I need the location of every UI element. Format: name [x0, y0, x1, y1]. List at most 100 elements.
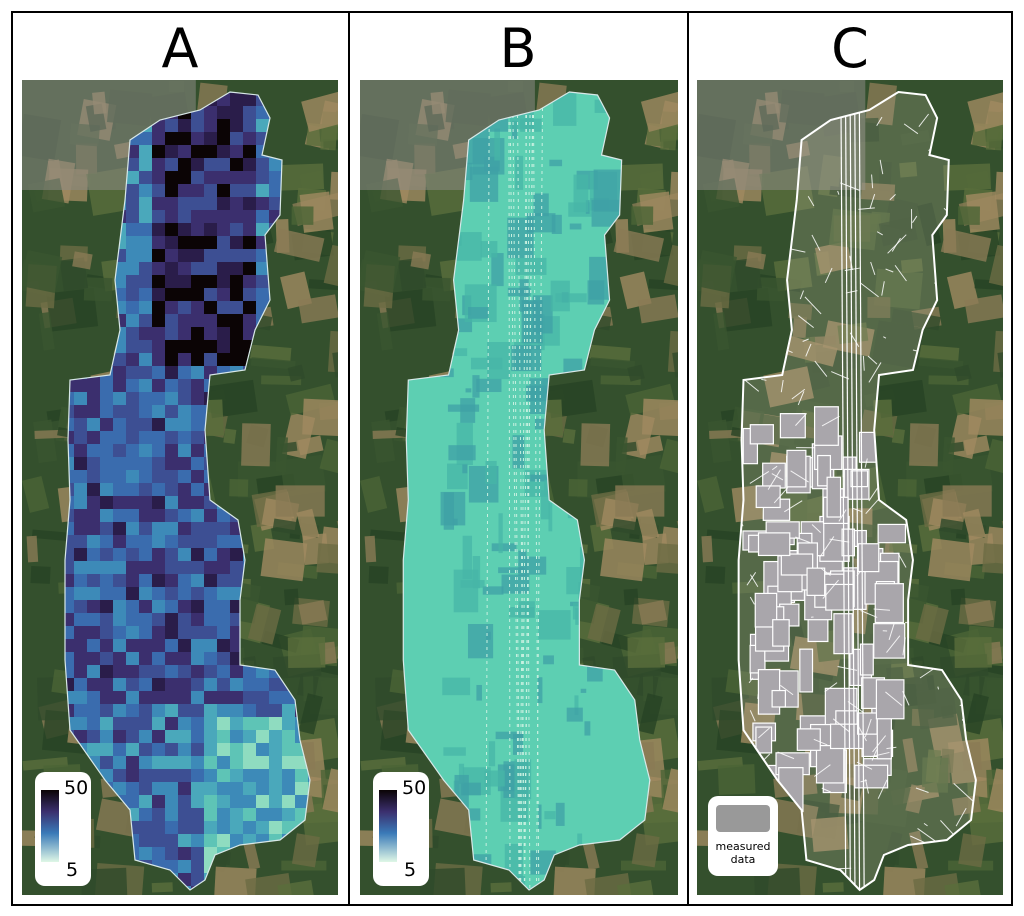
- field: [964, 294, 1003, 324]
- grid-cell: [126, 795, 139, 808]
- grid-cell: [178, 223, 191, 236]
- grid-cell: [178, 743, 191, 756]
- grid-cell: [74, 691, 87, 704]
- measured-parcel: [875, 679, 905, 720]
- field: [298, 693, 323, 735]
- grid-cell: [152, 470, 165, 483]
- field: [590, 357, 636, 370]
- grid-cell: [178, 600, 191, 613]
- field: [822, 882, 844, 893]
- grid-cell: [65, 444, 74, 457]
- parcel-edge: [862, 355, 865, 371]
- road: [525, 92, 531, 890]
- grid-cell: [191, 626, 204, 639]
- grid-cell: [191, 782, 204, 795]
- grid-cell: [165, 340, 178, 353]
- field: [942, 485, 992, 517]
- grid-cell: [152, 509, 165, 522]
- grid-cell: [74, 574, 87, 587]
- grid-cell: [126, 470, 139, 483]
- grid-cell: [126, 236, 139, 249]
- grid-cell: [178, 210, 191, 223]
- grid-cell: [256, 262, 269, 275]
- grid-cell: [126, 743, 139, 756]
- grid-cell: [243, 184, 256, 197]
- grid-cell: [178, 626, 191, 639]
- grid-cell: [100, 509, 113, 522]
- grid-cell: [178, 340, 191, 353]
- grid-cell: [282, 795, 295, 808]
- grid-cell: [152, 730, 165, 743]
- grid-cell: [139, 561, 152, 574]
- grid-cell: [126, 223, 139, 236]
- patch: [467, 624, 494, 659]
- grid-cell: [191, 288, 204, 301]
- grid-cell: [230, 795, 243, 808]
- patch: [553, 92, 577, 126]
- grid-cell: [204, 704, 217, 717]
- grid-cell: [178, 574, 191, 587]
- grid-cell: [269, 808, 282, 821]
- grid-cell: [269, 717, 282, 730]
- measured-parcel: [813, 406, 839, 446]
- grid-cell: [204, 288, 217, 301]
- grid-cell: [100, 548, 113, 561]
- patch: [443, 492, 455, 530]
- field: [927, 538, 975, 582]
- patch: [515, 155, 524, 190]
- grid-cell: [74, 418, 87, 431]
- field: [897, 479, 917, 497]
- parcel-edge: [864, 718, 872, 738]
- grid-cell: [191, 353, 204, 366]
- grid-cell: [217, 132, 230, 145]
- grid-cell: [230, 548, 243, 561]
- grid-cell: [74, 652, 87, 665]
- grid-cell: [191, 795, 204, 808]
- grid-cell: [126, 600, 139, 613]
- grid-cell: [139, 210, 152, 223]
- grid-cell: [165, 600, 178, 613]
- patch: [452, 518, 458, 526]
- parcel-edge: [1002, 620, 1017, 639]
- grid-cell: [100, 496, 113, 509]
- field: [732, 580, 773, 594]
- grid-cell: [113, 522, 126, 535]
- field: [701, 535, 714, 563]
- field: [26, 535, 39, 563]
- grid-cell: [178, 418, 191, 431]
- grid-cell: [191, 366, 204, 379]
- parcel-edge: [876, 231, 883, 236]
- grid-cell: [256, 171, 269, 184]
- grid-cell: [217, 665, 230, 678]
- grid-cell: [230, 678, 243, 691]
- grid-cell: [243, 743, 256, 756]
- grid-cell: [191, 392, 204, 405]
- grid-cell: [217, 171, 230, 184]
- grid-cell: [178, 847, 191, 860]
- grid-cell: [191, 769, 204, 782]
- grid-cell: [87, 392, 100, 405]
- patch: [550, 280, 570, 312]
- patch: [482, 586, 504, 595]
- field: [899, 161, 918, 178]
- field: [988, 244, 1003, 288]
- patch: [511, 120, 518, 139]
- grid-cell: [217, 691, 230, 704]
- grid-cell: [126, 561, 139, 574]
- field: [873, 399, 894, 437]
- grid-cell: [230, 665, 243, 678]
- grid-cell: [269, 730, 282, 743]
- parcel-edge: [821, 787, 832, 793]
- grid-cell: [269, 171, 282, 184]
- grid-cell: [204, 158, 217, 171]
- parcel-edge: [780, 379, 784, 393]
- parcel-edge: [940, 820, 956, 837]
- parcel-edge: [876, 116, 883, 127]
- grid-cell: [191, 847, 204, 860]
- grid-cell: [152, 223, 165, 236]
- grid-cell: [100, 600, 113, 613]
- grid-cell: [282, 782, 295, 795]
- grid-cell: [230, 535, 243, 548]
- grid-cell: [165, 847, 178, 860]
- measured-parcel: [772, 619, 790, 647]
